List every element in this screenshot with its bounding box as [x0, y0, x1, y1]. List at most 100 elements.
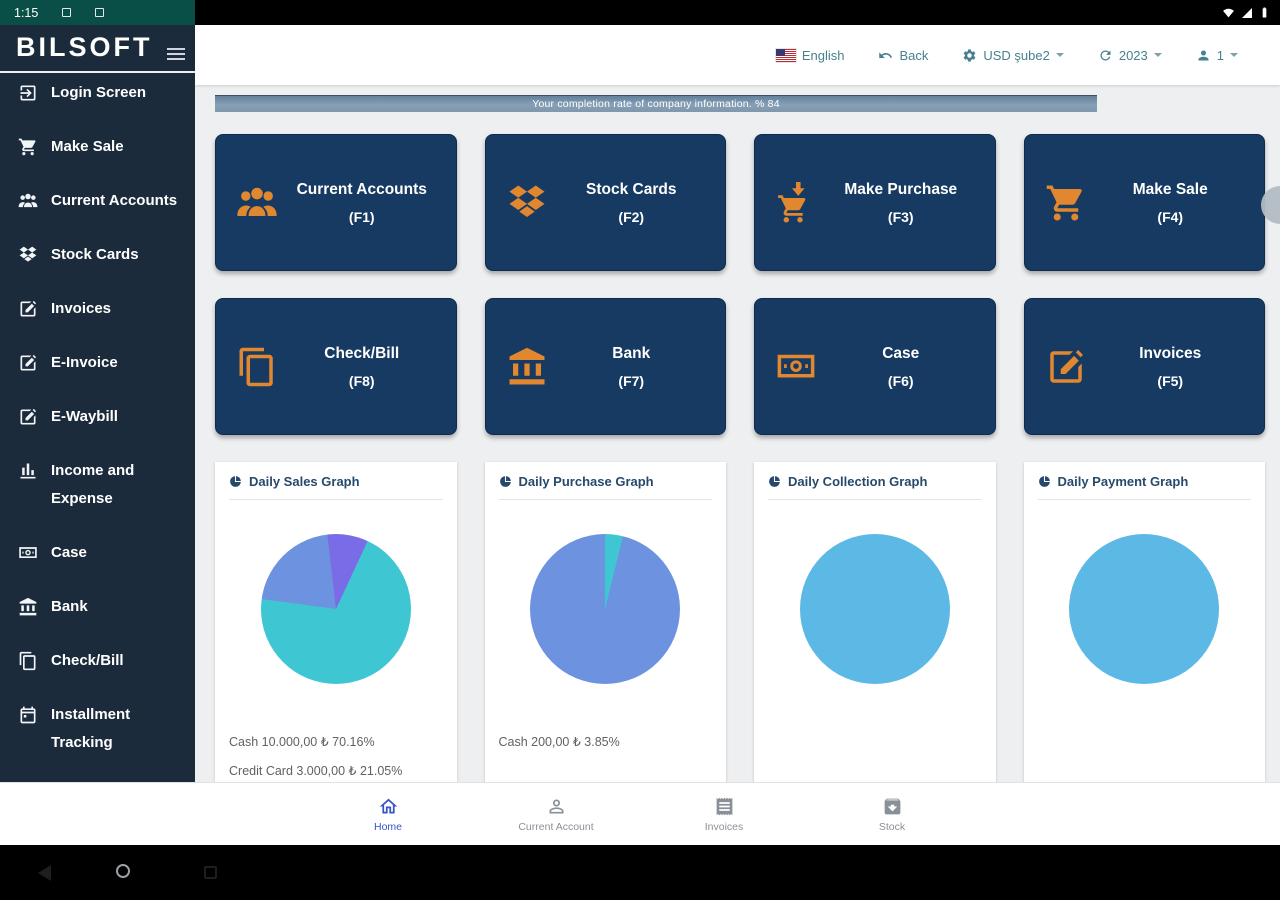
scroll-handle[interactable] — [1261, 186, 1280, 224]
undo-arrow-icon — [878, 48, 893, 63]
pie-chart-icon — [768, 475, 781, 488]
daily-collection-graph-card: Daily Collection Graph — [754, 462, 996, 782]
notification-icon — [95, 8, 105, 17]
login-icon — [18, 83, 38, 103]
pie-chart-icon — [1038, 475, 1051, 488]
sidebar-item-e-waybill[interactable]: E-Waybill — [0, 403, 195, 431]
sidebar-item-make-sale[interactable]: Make Sale — [0, 133, 195, 161]
logo-row: BILSOFT — [0, 27, 195, 73]
edit-square-icon — [18, 353, 38, 373]
gear-icon — [962, 48, 977, 63]
edit-square-icon — [1043, 346, 1089, 388]
tile-case[interactable]: Case (F6) — [754, 298, 996, 435]
cart-icon — [1043, 182, 1089, 224]
pages-icon — [18, 651, 38, 671]
sidebar-item-e-invoice[interactable]: E-Invoice — [0, 349, 195, 377]
branch-selector[interactable]: USD şube2 — [962, 48, 1064, 63]
tile-check-bill[interactable]: Check/Bill (F8) — [215, 298, 457, 435]
receipt-icon — [714, 796, 735, 817]
content: Your completion rate of company informat… — [195, 85, 1280, 782]
sidebar: BILSOFT Login Screen Make Sale Current A… — [0, 25, 195, 782]
tile-make-sale[interactable]: Make Sale (F4) — [1023, 134, 1265, 271]
hamburger-menu-icon[interactable] — [167, 45, 185, 63]
android-recents-button[interactable] — [204, 866, 217, 879]
daily-collection-pie — [799, 534, 950, 684]
people-icon — [18, 191, 38, 211]
us-flag-icon — [775, 48, 796, 62]
sidebar-item-invoices[interactable]: Invoices — [0, 295, 195, 323]
sidebar-item-check-bill[interactable]: Check/Bill — [0, 647, 195, 675]
tile-invoices[interactable]: Invoices (F5) — [1023, 298, 1265, 435]
daily-purchase-graph-card: Daily Purchase Graph Cash 200,00 ₺ 3.85% — [484, 462, 726, 782]
tile-make-purchase[interactable]: Make Purchase (F3) — [754, 134, 996, 271]
daily-sales-graph-card: Daily Sales Graph Cash 10.000,00 ₺ 70.16… — [215, 462, 457, 782]
status-bar-tint — [0, 0, 195, 25]
money-icon — [18, 543, 38, 563]
wifi-icon — [1222, 6, 1235, 19]
tile-bank[interactable]: Bank (F7) — [484, 298, 726, 435]
bottom-navigation: Home Current Account Invoices Stock — [0, 782, 1280, 845]
clock: 1:15 — [14, 5, 39, 20]
chevron-down-icon — [1153, 53, 1162, 61]
person-outline-icon — [546, 796, 567, 817]
stock-box-icon — [882, 796, 903, 817]
daily-payment-pie — [1069, 534, 1220, 684]
person-icon — [1196, 48, 1211, 63]
sidebar-menu: Login Screen Make Sale Current Accounts … — [0, 73, 195, 757]
battery-icon — [1259, 6, 1270, 19]
legend: Cash 200,00 ₺ 3.85% — [499, 734, 713, 750]
completion-progress-bar: Your completion rate of company informat… — [215, 95, 1265, 112]
sidebar-item-case[interactable]: Case — [0, 539, 195, 567]
daily-sales-pie — [260, 534, 411, 684]
pie-chart-icon — [229, 475, 242, 488]
refresh-icon — [1098, 48, 1113, 63]
android-home-button[interactable] — [116, 864, 130, 878]
sidebar-item-bank[interactable]: Bank — [0, 593, 195, 621]
home-icon — [378, 796, 399, 817]
year-selector[interactable]: 2023 — [1098, 48, 1162, 63]
sidebar-item-installment-tracking[interactable]: Installment Tracking — [0, 701, 195, 757]
language-selector[interactable]: English — [775, 48, 844, 63]
tile-stock-cards[interactable]: Stock Cards (F2) — [484, 134, 726, 271]
edit-square-icon — [18, 299, 38, 319]
cart-down-icon — [773, 182, 819, 224]
stock-diamonds-icon — [18, 245, 38, 265]
stock-diamonds-icon — [504, 182, 550, 224]
app-logo: BILSOFT — [16, 32, 153, 62]
android-back-button[interactable] — [38, 865, 51, 881]
chart-cards: Daily Sales Graph Cash 10.000,00 ₺ 70.16… — [215, 462, 1265, 782]
bank-icon — [504, 346, 550, 388]
bank-icon — [18, 597, 38, 617]
android-status-bar: 1:15 — [0, 0, 1280, 25]
pie-chart-icon — [499, 475, 512, 488]
sidebar-item-income-expense[interactable]: Income and Expense — [0, 457, 195, 513]
signal-icon — [1241, 7, 1253, 19]
bar-chart-icon — [18, 461, 38, 481]
nav-invoices[interactable]: Invoices — [664, 796, 784, 833]
money-icon — [773, 346, 819, 388]
top-header: English Back USD şube2 2023 — [195, 25, 1280, 85]
people-icon — [234, 182, 280, 224]
notification-icon — [62, 8, 72, 17]
main-area: English Back USD şube2 2023 — [195, 25, 1280, 782]
completion-progress-fill: Your completion rate of company informat… — [215, 95, 1097, 112]
edit-square-icon — [18, 407, 38, 427]
legend-item: Cash 200,00 ₺ 3.85% — [498, 735, 620, 749]
calendar-icon — [18, 705, 38, 725]
tile-current-accounts[interactable]: Current Accounts (F1) — [215, 134, 457, 271]
chevron-down-icon — [1055, 53, 1064, 61]
sidebar-item-current-accounts[interactable]: Current Accounts — [0, 187, 195, 215]
sidebar-item-stock-cards[interactable]: Stock Cards — [0, 241, 195, 269]
android-nav-bar — [0, 845, 1280, 900]
user-menu[interactable]: 1 — [1196, 48, 1238, 63]
nav-current-account[interactable]: Current Account — [496, 796, 616, 833]
shortcut-tiles: Current Accounts (F1) Stock Cards (F2) Mak… — [215, 134, 1265, 435]
daily-purchase-pie — [530, 534, 681, 684]
sidebar-item-login-screen[interactable]: Login Screen — [0, 79, 195, 107]
pages-icon — [234, 346, 280, 388]
legend-item: Credit Card 3.000,00 ₺ 21.05% — [229, 764, 403, 778]
nav-home[interactable]: Home — [328, 796, 448, 833]
back-button[interactable]: Back — [878, 48, 928, 63]
nav-stock[interactable]: Stock — [832, 796, 952, 833]
